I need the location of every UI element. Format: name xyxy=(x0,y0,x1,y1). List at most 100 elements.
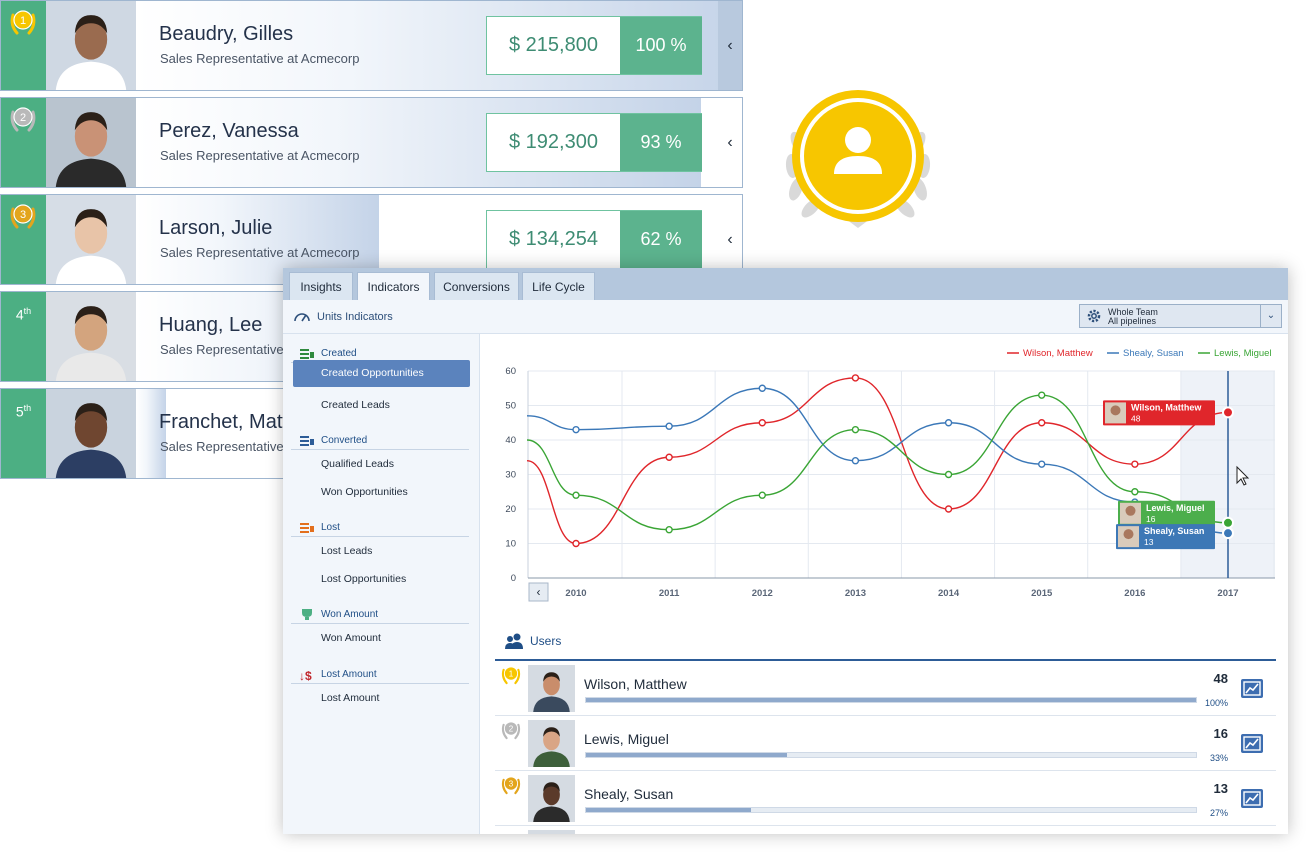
tab-conversions[interactable]: Conversions xyxy=(434,272,519,300)
tab-indicators[interactable]: Indicators xyxy=(357,272,430,300)
data-point[interactable] xyxy=(758,491,766,499)
rank-number: 5 xyxy=(15,403,24,420)
icon-accent xyxy=(310,526,314,532)
avatar xyxy=(528,830,575,834)
avatar-face xyxy=(543,729,560,751)
chart-button[interactable] xyxy=(1241,789,1263,808)
sidebar-item-won-opportunities[interactable]: Won Opportunities xyxy=(321,485,408,498)
laurel-right xyxy=(27,110,36,132)
laurel-right xyxy=(27,13,36,35)
data-point[interactable] xyxy=(572,491,580,499)
data-point[interactable] xyxy=(758,419,766,427)
data-point[interactable] xyxy=(1222,406,1234,419)
laurel-right xyxy=(27,207,36,229)
chart-button[interactable] xyxy=(1241,679,1263,698)
indicator-sidebar: Created Created Opportunities Created Lead… xyxy=(283,334,480,834)
medal-disc xyxy=(503,776,519,791)
series-line-lewis-miguel xyxy=(526,394,1229,531)
data-point[interactable] xyxy=(944,470,953,479)
table-row[interactable]: 3 Shealy, Susan 13 27% xyxy=(495,771,1276,826)
leaderboard-card[interactable]: 2 Perez, Vanessa Sales Representative at A… xyxy=(0,97,743,188)
data-point[interactable] xyxy=(851,456,860,465)
data-point[interactable] xyxy=(944,505,953,513)
lost-icon xyxy=(300,523,314,533)
data-point[interactable] xyxy=(944,419,953,427)
avatar xyxy=(46,1,136,90)
data-point[interactable] xyxy=(572,425,580,434)
data-point[interactable] xyxy=(1131,460,1139,468)
chart-button[interactable] xyxy=(1241,734,1263,753)
data-point[interactable] xyxy=(1038,419,1046,427)
data-point[interactable] xyxy=(1222,527,1234,540)
laurel-left xyxy=(501,723,508,740)
medal-disc xyxy=(13,204,33,224)
percent-badge: 100 % xyxy=(620,17,702,74)
chevron-left-icon[interactable]: ‹ xyxy=(727,134,733,151)
avatar-face xyxy=(74,213,108,254)
sidebar-item-won-amount[interactable]: Won Amount xyxy=(321,632,381,644)
avatar-face xyxy=(543,674,560,696)
tooltip-bg xyxy=(1118,500,1215,526)
legend-item[interactable]: Wilson, Matthew xyxy=(1007,348,1093,359)
medal-rank: 2 xyxy=(509,724,514,733)
legend-item[interactable]: Lewis, Miguel xyxy=(1198,348,1272,359)
leaderboard-card[interactable]: 1 Beaudry, Gilles Sales Representative at … xyxy=(0,0,743,91)
table-row[interactable]: 1 Wilson, Matthew 48 100% xyxy=(495,661,1276,716)
sidebar-item-created-leads[interactable]: Created Leads xyxy=(321,398,390,411)
data-point[interactable] xyxy=(665,525,673,534)
x-tick-label: 2013 xyxy=(845,588,866,599)
sidebar-item-lost-opportunities[interactable]: Lost Opportunities xyxy=(321,572,407,585)
avatar xyxy=(528,665,575,712)
avatar xyxy=(46,195,136,284)
button-bg[interactable] xyxy=(528,582,549,602)
avatar xyxy=(46,195,136,284)
chevron-left-icon[interactable]: ‹ xyxy=(718,1,742,90)
tab-bar: Insights Indicators Conversions Life Cycle xyxy=(283,268,1288,300)
data-point[interactable] xyxy=(1038,391,1046,399)
data-point[interactable] xyxy=(851,425,860,434)
data-point[interactable] xyxy=(851,374,860,382)
trend-chart-icon xyxy=(1243,736,1261,751)
avatar xyxy=(528,665,575,712)
table-row[interactable] xyxy=(495,826,1276,834)
sidebar-item-lost-leads[interactable]: Lost Leads xyxy=(321,545,373,557)
avatar xyxy=(46,292,136,381)
trend-chart-icon xyxy=(1243,681,1261,696)
x-tick-label: 2015 xyxy=(1031,588,1053,599)
x-tick-label: 2010 xyxy=(565,588,586,599)
data-point[interactable] xyxy=(1131,488,1139,496)
icon-frame xyxy=(1243,681,1261,696)
y-tick-label: 20 xyxy=(505,504,516,515)
tooltip-bg xyxy=(1103,400,1215,426)
table-row[interactable]: 2 Lewis, Miguel 16 33% xyxy=(495,716,1276,771)
chart-scroll-left-button[interactable]: ‹ xyxy=(528,582,549,602)
icon-trend xyxy=(1245,793,1259,804)
chevron-left-icon[interactable]: ‹ xyxy=(727,231,733,248)
panel-title: Units Indicators xyxy=(317,311,393,323)
legend-item[interactable]: Shealy, Susan xyxy=(1107,348,1184,359)
data-point[interactable] xyxy=(1222,516,1234,529)
sidebar-item-created-opportunities[interactable]: Created Opportunities xyxy=(293,360,470,387)
percent-badge: 93 % xyxy=(620,114,702,171)
y-tick-label: 10 xyxy=(505,539,516,550)
tooltip-bg xyxy=(1116,524,1215,550)
data-point[interactable] xyxy=(572,539,580,548)
y-tick-label: 60 xyxy=(505,366,516,377)
rep-name: Franchet, Matt xyxy=(159,411,288,433)
data-point[interactable] xyxy=(758,384,766,392)
team-selector[interactable]: Whole Team All pipelines ⌄ xyxy=(1079,304,1282,328)
chevron-left-icon[interactable]: ‹ xyxy=(537,585,541,599)
data-point[interactable] xyxy=(665,422,673,430)
legend-label: Lewis, Miguel xyxy=(1214,348,1272,359)
data-point[interactable] xyxy=(665,453,673,461)
sidebar-item-qualified-leads[interactable]: Qualified Leads xyxy=(321,458,394,470)
data-point[interactable] xyxy=(1038,460,1046,468)
rank-column xyxy=(1,389,46,478)
chevron-down-icon[interactable]: ⌄ xyxy=(1260,305,1281,327)
created-icon xyxy=(300,349,314,359)
sidebar-item-lost-amount[interactable]: Lost Amount xyxy=(321,691,380,704)
tab-insights[interactable]: Insights xyxy=(289,272,353,300)
tab-life-cycle[interactable]: Life Cycle xyxy=(522,272,595,300)
amount-box: $ 192,300 93 % xyxy=(486,113,702,172)
